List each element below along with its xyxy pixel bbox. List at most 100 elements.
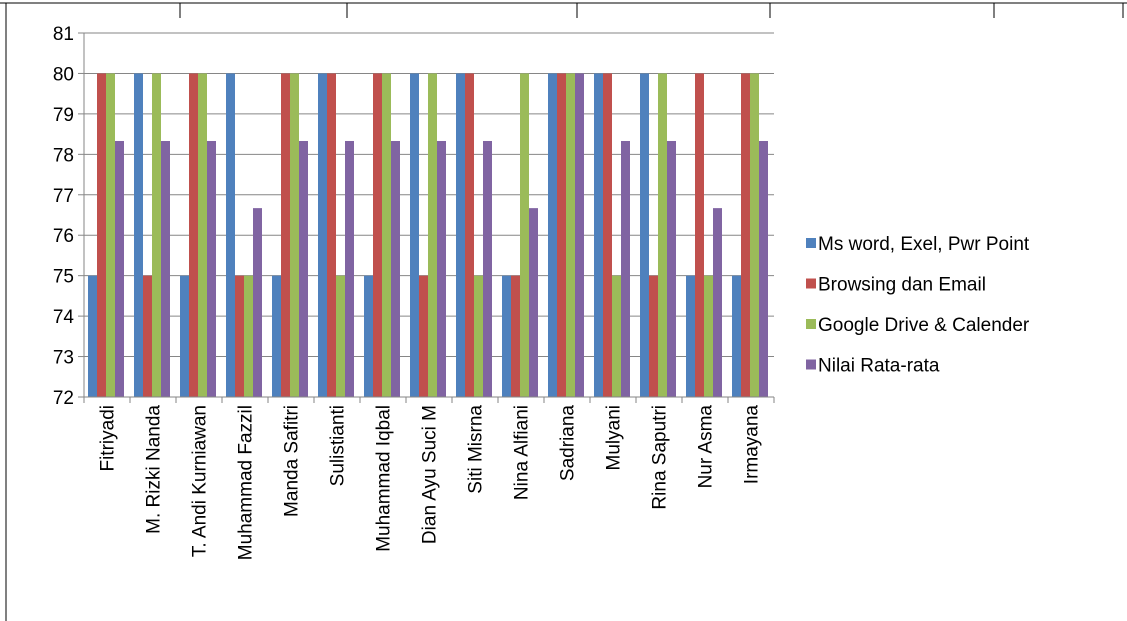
x-tick-label: Manda Safitri xyxy=(282,405,303,517)
bar xyxy=(345,140,354,397)
x-tick-label: Fitriyadi xyxy=(98,405,119,472)
bar xyxy=(299,140,308,397)
x-tick-label: Muhammad Iqbal xyxy=(374,405,395,552)
legend-label: Ms word, Exel, Pwr Point xyxy=(818,234,1030,255)
bar xyxy=(713,208,722,397)
bar xyxy=(649,275,658,397)
x-tick-label: Dian Ayu Suci M xyxy=(420,405,441,544)
bar xyxy=(465,73,474,397)
x-tick-label: Nur Asma xyxy=(696,405,717,489)
bar xyxy=(253,208,262,397)
bar xyxy=(88,275,97,397)
bar xyxy=(520,73,529,397)
x-tick-label: Sulistianti xyxy=(328,405,349,486)
bar xyxy=(364,275,373,397)
x-tick-label: Nina Alfiani xyxy=(512,405,533,500)
bars xyxy=(88,73,768,397)
legend-label: Google Drive & Calender xyxy=(818,315,1030,336)
bar xyxy=(198,73,207,397)
bar xyxy=(272,275,281,397)
y-axis-ticks: 72 73 74 75 76 77 78 79 80 81 xyxy=(53,24,84,409)
bar xyxy=(456,73,465,397)
bar xyxy=(741,73,750,397)
bar xyxy=(428,73,437,397)
x-tick-label: Mulyani xyxy=(604,405,625,470)
bar xyxy=(410,73,419,397)
bar xyxy=(419,275,428,397)
bar xyxy=(548,73,557,397)
bar xyxy=(189,73,198,397)
bar xyxy=(557,73,566,397)
bar xyxy=(207,140,216,397)
y-tick-label: 80 xyxy=(53,64,74,85)
legend-label: Nilai Rata-rata xyxy=(818,356,940,377)
x-tick-label: M. Rizki Nanda xyxy=(144,405,165,534)
bar xyxy=(143,275,152,397)
bar xyxy=(566,73,575,397)
legend-swatch xyxy=(806,319,816,329)
bar xyxy=(511,275,520,397)
bar xyxy=(474,275,483,397)
legend-swatch xyxy=(806,238,816,248)
bar xyxy=(437,140,446,397)
bar xyxy=(244,275,253,397)
bar xyxy=(281,73,290,397)
bar xyxy=(667,140,676,397)
bar xyxy=(759,140,768,397)
bar xyxy=(732,275,741,397)
y-tick-label: 76 xyxy=(53,226,74,247)
bar xyxy=(180,275,189,397)
bar xyxy=(502,275,511,397)
bar xyxy=(529,208,538,397)
legend-label: Browsing dan Email xyxy=(818,275,986,296)
bar xyxy=(336,275,345,397)
bar xyxy=(290,73,299,397)
bar xyxy=(594,73,603,397)
bar xyxy=(686,275,695,397)
bar xyxy=(621,140,630,397)
legend: Ms word, Exel, Pwr Point Browsing dan Ema… xyxy=(806,234,1030,377)
y-tick-label: 75 xyxy=(53,267,74,288)
bar xyxy=(106,73,115,397)
bar xyxy=(152,73,161,397)
legend-swatch xyxy=(806,359,816,370)
bar xyxy=(612,275,621,397)
x-tick-label: Sadriana xyxy=(558,405,579,481)
bar xyxy=(318,73,327,397)
x-tick-label: Irmayana xyxy=(742,405,763,485)
bar xyxy=(373,73,382,397)
x-tick-label: Muhammad Fazzil xyxy=(236,405,257,560)
y-tick-label: 79 xyxy=(53,105,74,126)
bar xyxy=(704,275,713,397)
y-tick-label: 81 xyxy=(53,24,74,45)
bar xyxy=(134,73,143,397)
x-tick-label: T. Andi Kurniawan xyxy=(190,405,211,557)
y-tick-label: 73 xyxy=(53,348,74,369)
y-tick-label: 74 xyxy=(53,307,75,328)
x-tick-label: Siti Misrna xyxy=(466,405,487,494)
bar xyxy=(327,73,336,397)
bar xyxy=(483,140,492,397)
bar xyxy=(391,140,400,397)
bar xyxy=(235,275,244,397)
bar xyxy=(750,73,759,397)
bar xyxy=(97,73,106,397)
bar xyxy=(115,140,124,397)
bar xyxy=(640,73,649,397)
bar xyxy=(161,140,170,397)
y-tick-label: 78 xyxy=(53,145,74,166)
y-tick-label: 72 xyxy=(53,388,74,409)
bar xyxy=(226,73,235,397)
bar xyxy=(658,73,667,397)
y-tick-label: 77 xyxy=(53,186,74,207)
bar xyxy=(382,73,391,397)
bar xyxy=(575,73,584,397)
axes xyxy=(83,33,774,398)
bar xyxy=(695,73,704,397)
legend-swatch xyxy=(806,278,816,289)
bar xyxy=(603,73,612,397)
x-axis-ticks: Fitriyadi M. Rizki Nanda T. Andi Kurniawan… xyxy=(83,397,775,560)
x-tick-label: Rina Saputri xyxy=(650,405,671,510)
